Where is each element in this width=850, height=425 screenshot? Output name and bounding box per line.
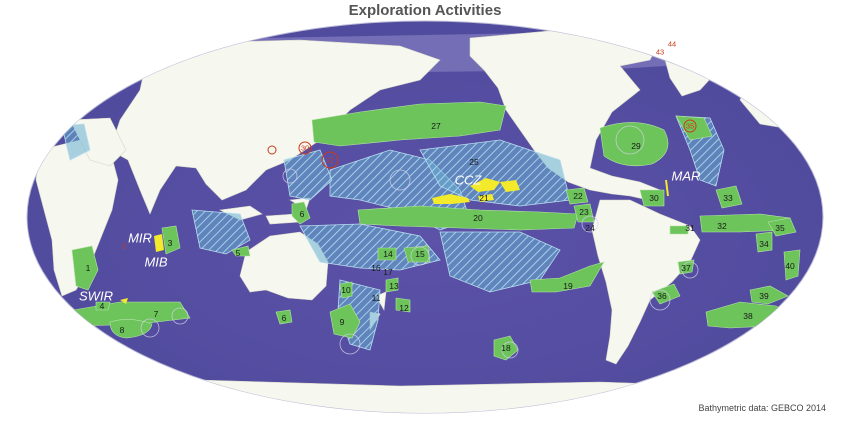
region-label-swir: SWIR: [79, 289, 113, 304]
area-30: [639, 189, 665, 207]
label-31: 31: [685, 223, 695, 233]
label-16: 15: [415, 249, 425, 259]
label-36: 36: [657, 291, 667, 301]
hatched-zone-africa-west: [61, 123, 91, 161]
hatched-zone-philippine: [283, 149, 333, 201]
label-26: 25: [469, 157, 479, 167]
area-40: [783, 249, 801, 281]
label-39: 39: [759, 291, 769, 301]
label-29: 29: [631, 141, 641, 151]
marker-label-43: 43: [656, 48, 664, 57]
label-27: 27: [431, 121, 441, 131]
label-21: 20: [473, 213, 483, 223]
marker-label-35: 35: [686, 122, 694, 131]
label-4: 4: [100, 301, 105, 311]
area-29: [599, 122, 669, 167]
region-label-mib: MIB: [144, 255, 167, 270]
label-24: 23: [579, 207, 589, 217]
label-12: 11: [372, 293, 381, 303]
label-25: 24: [585, 223, 595, 233]
label-8: 7: [154, 309, 159, 319]
label-10: 9: [340, 317, 345, 327]
marker-10: [298, 141, 312, 155]
label-23: 22: [573, 191, 583, 201]
area-34: [755, 231, 773, 253]
label-22: 21: [479, 193, 489, 203]
australia: [239, 231, 329, 301]
area-1: [71, 245, 99, 291]
area-14: [385, 277, 399, 293]
label-6: 6: [300, 209, 305, 219]
label-7: 6: [282, 313, 287, 323]
swir-claim: [120, 298, 128, 304]
label-17: 16: [371, 263, 381, 273]
label-37: 37: [681, 263, 691, 273]
bathymetry-credit: Bathymetric data: GEBCO 2014: [698, 403, 826, 413]
hatched-zone-ccz: [419, 139, 571, 207]
label-13: 12: [399, 303, 409, 313]
area-36: [651, 283, 681, 305]
region-label-mar: MAR: [672, 169, 701, 184]
marker-labels: 12 30 35 43 44 2: [122, 40, 694, 251]
marker-label-44: 44: [668, 40, 676, 49]
marker-label-2: 2: [122, 242, 126, 251]
label-15: 14: [383, 249, 393, 259]
mar-line: [665, 179, 669, 197]
south-america: [591, 199, 701, 365]
area-20: [529, 261, 605, 293]
label-30: 30: [649, 193, 659, 203]
area-3: [161, 225, 181, 255]
region-label-mir: MIR: [128, 231, 152, 246]
mib-claim: [154, 234, 164, 252]
region-label-ccz: CCZ: [455, 173, 483, 188]
label-14: 13: [389, 281, 399, 291]
area-labels: 27 20 29 7 1 3 4 8 5 6 6 9 10 11 12 13 1…: [86, 121, 795, 353]
marker-label-30: 30: [301, 144, 309, 153]
label-3: 3: [168, 238, 173, 248]
map-title: Exploration Activities: [348, 2, 502, 19]
hatched-zone-indian: [191, 209, 251, 255]
area-11: [339, 281, 353, 299]
area-5: [231, 245, 251, 257]
area-21: [357, 205, 579, 231]
marker-label-12: 12: [326, 156, 334, 165]
area-4: [95, 301, 111, 311]
area-15: [377, 247, 397, 261]
label-1: 1: [86, 263, 91, 273]
area-6: [291, 201, 311, 225]
label-35: 35: [775, 223, 785, 233]
outline-circles: [140, 125, 699, 359]
label-38: 38: [743, 311, 753, 321]
label-18: 17: [383, 267, 393, 277]
region-labels: MIR MIB SWIR CCZ MAR: [79, 169, 700, 304]
area-13: [395, 297, 411, 313]
marker-35: [683, 119, 697, 133]
area-27: [311, 101, 507, 147]
label-11: 10: [341, 285, 351, 295]
area-33: [715, 185, 743, 209]
label-5: 5: [236, 248, 241, 258]
label-19: 18: [501, 343, 511, 353]
label-20: 19: [563, 281, 573, 291]
area-10: [329, 303, 361, 339]
label-34: 34: [759, 239, 769, 249]
area-24: [573, 203, 595, 223]
label-32: 32: [717, 221, 727, 231]
asia: [109, 39, 441, 215]
area-39: [749, 285, 789, 305]
ccz-claims: [432, 178, 520, 204]
marker-12: [321, 151, 339, 169]
area-35: [767, 217, 797, 237]
label-33: 33: [723, 193, 733, 203]
label-9: 8: [120, 325, 125, 335]
area-23: [565, 187, 589, 205]
label-40: 40: [785, 261, 795, 271]
area-31: [669, 225, 689, 235]
area-7: [275, 309, 293, 325]
